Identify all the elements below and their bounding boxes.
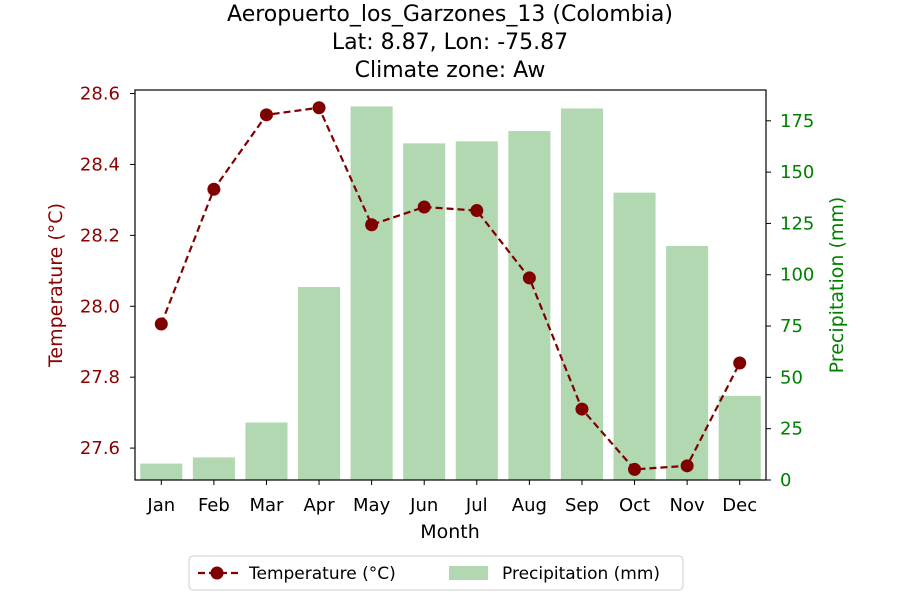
y-left-axis-ticks: 27.6 27.8 28.0 28.2 28.4 28.6 <box>80 84 135 459</box>
y-left-tick-label: 28.0 <box>80 296 120 317</box>
y-right-tick-label: 175 <box>780 111 814 132</box>
temperature-point-jan <box>154 317 168 331</box>
x-tick-label: Jul <box>465 495 488 516</box>
precip-bar-aug <box>508 131 551 481</box>
y-left-tick-label: 28.6 <box>80 84 120 105</box>
x-tick-label: Nov <box>670 495 705 516</box>
plot-frame <box>134 89 767 481</box>
legend: Temperature (°C) Precipitation (mm) <box>188 555 684 591</box>
x-axis-label: Month <box>420 521 480 543</box>
legend-box <box>188 555 684 591</box>
chart-title-line1: Aeropuerto_los_Garzones_13 (Colombia) <box>227 2 673 27</box>
y-right-tick-label: 150 <box>780 162 814 183</box>
y-right-tick-label: 50 <box>780 367 803 388</box>
precipitation-bars <box>140 106 761 481</box>
legend-precipitation-label: Precipitation (mm) <box>502 564 660 584</box>
temperature-point-sep <box>575 402 589 416</box>
y-right-tick-label: 100 <box>780 265 814 286</box>
y-right-axis-label: Precipitation (mm) <box>826 197 848 374</box>
x-tick-label: Dec <box>722 495 757 516</box>
precip-bar-dec <box>718 395 761 480</box>
y-left-tick-label: 28.4 <box>80 154 120 175</box>
precip-bar-jan <box>140 463 183 480</box>
temperature-point-mar <box>259 108 273 122</box>
temperature-point-jul <box>470 204 484 218</box>
temperature-point-may <box>365 218 379 232</box>
y-right-tick-label: 0 <box>780 470 791 491</box>
x-tick-label: May <box>353 495 391 516</box>
precip-bar-apr <box>298 287 341 480</box>
y-right-tick-label: 75 <box>780 316 803 337</box>
y-left-tick-label: 27.6 <box>80 438 120 459</box>
temperature-series <box>154 101 747 476</box>
chart-title-line2: Lat: 8.87, Lon: -75.87 <box>332 30 568 55</box>
x-tick-label: Sep <box>565 495 599 516</box>
precip-bar-nov <box>666 246 709 480</box>
legend-temperature-label: Temperature (°C) <box>248 564 396 584</box>
temperature-line <box>160 106 741 471</box>
x-tick-label: Apr <box>303 495 335 516</box>
temperature-point-nov <box>680 459 694 473</box>
x-tick-label: Mar <box>249 495 284 516</box>
temperature-point-dec <box>733 356 747 370</box>
x-tick-label: Aug <box>512 495 547 516</box>
legend-temperature-marker <box>210 566 224 580</box>
precip-bar-may <box>350 106 393 480</box>
temperature-point-jun <box>417 200 431 214</box>
y-left-axis-label: Temperature (°C) <box>45 203 67 368</box>
precip-bar-mar <box>245 422 288 480</box>
x-axis-ticks: Jan Feb Mar Apr May Jun Jul Aug Sep Oct Nov Dec <box>146 480 757 516</box>
precip-bar-oct <box>613 192 656 480</box>
chart-title-line3: Climate zone: Aw <box>355 58 546 83</box>
y-left-tick-label: 28.2 <box>80 225 120 246</box>
x-tick-label: Jan <box>146 495 175 516</box>
x-tick-label: Feb <box>198 495 230 516</box>
temperature-point-feb <box>207 182 221 196</box>
temperature-point-apr <box>312 101 326 115</box>
x-tick-label: Oct <box>619 495 650 516</box>
legend-precipitation-swatch <box>449 566 488 580</box>
y-left-tick-label: 27.8 <box>80 367 120 388</box>
y-right-tick-label: 125 <box>780 213 814 234</box>
x-tick-label: Jun <box>409 495 438 516</box>
precip-bar-jul <box>455 141 498 480</box>
temperature-point-aug <box>522 271 536 285</box>
precip-bar-feb <box>192 457 235 480</box>
temperature-point-oct <box>628 462 642 476</box>
precip-bar-sep <box>560 108 603 480</box>
y-right-axis-ticks: 0 25 50 75 100 125 150 175 <box>766 111 814 491</box>
precip-bar-jun <box>403 143 446 481</box>
y-right-tick-label: 25 <box>780 419 803 440</box>
